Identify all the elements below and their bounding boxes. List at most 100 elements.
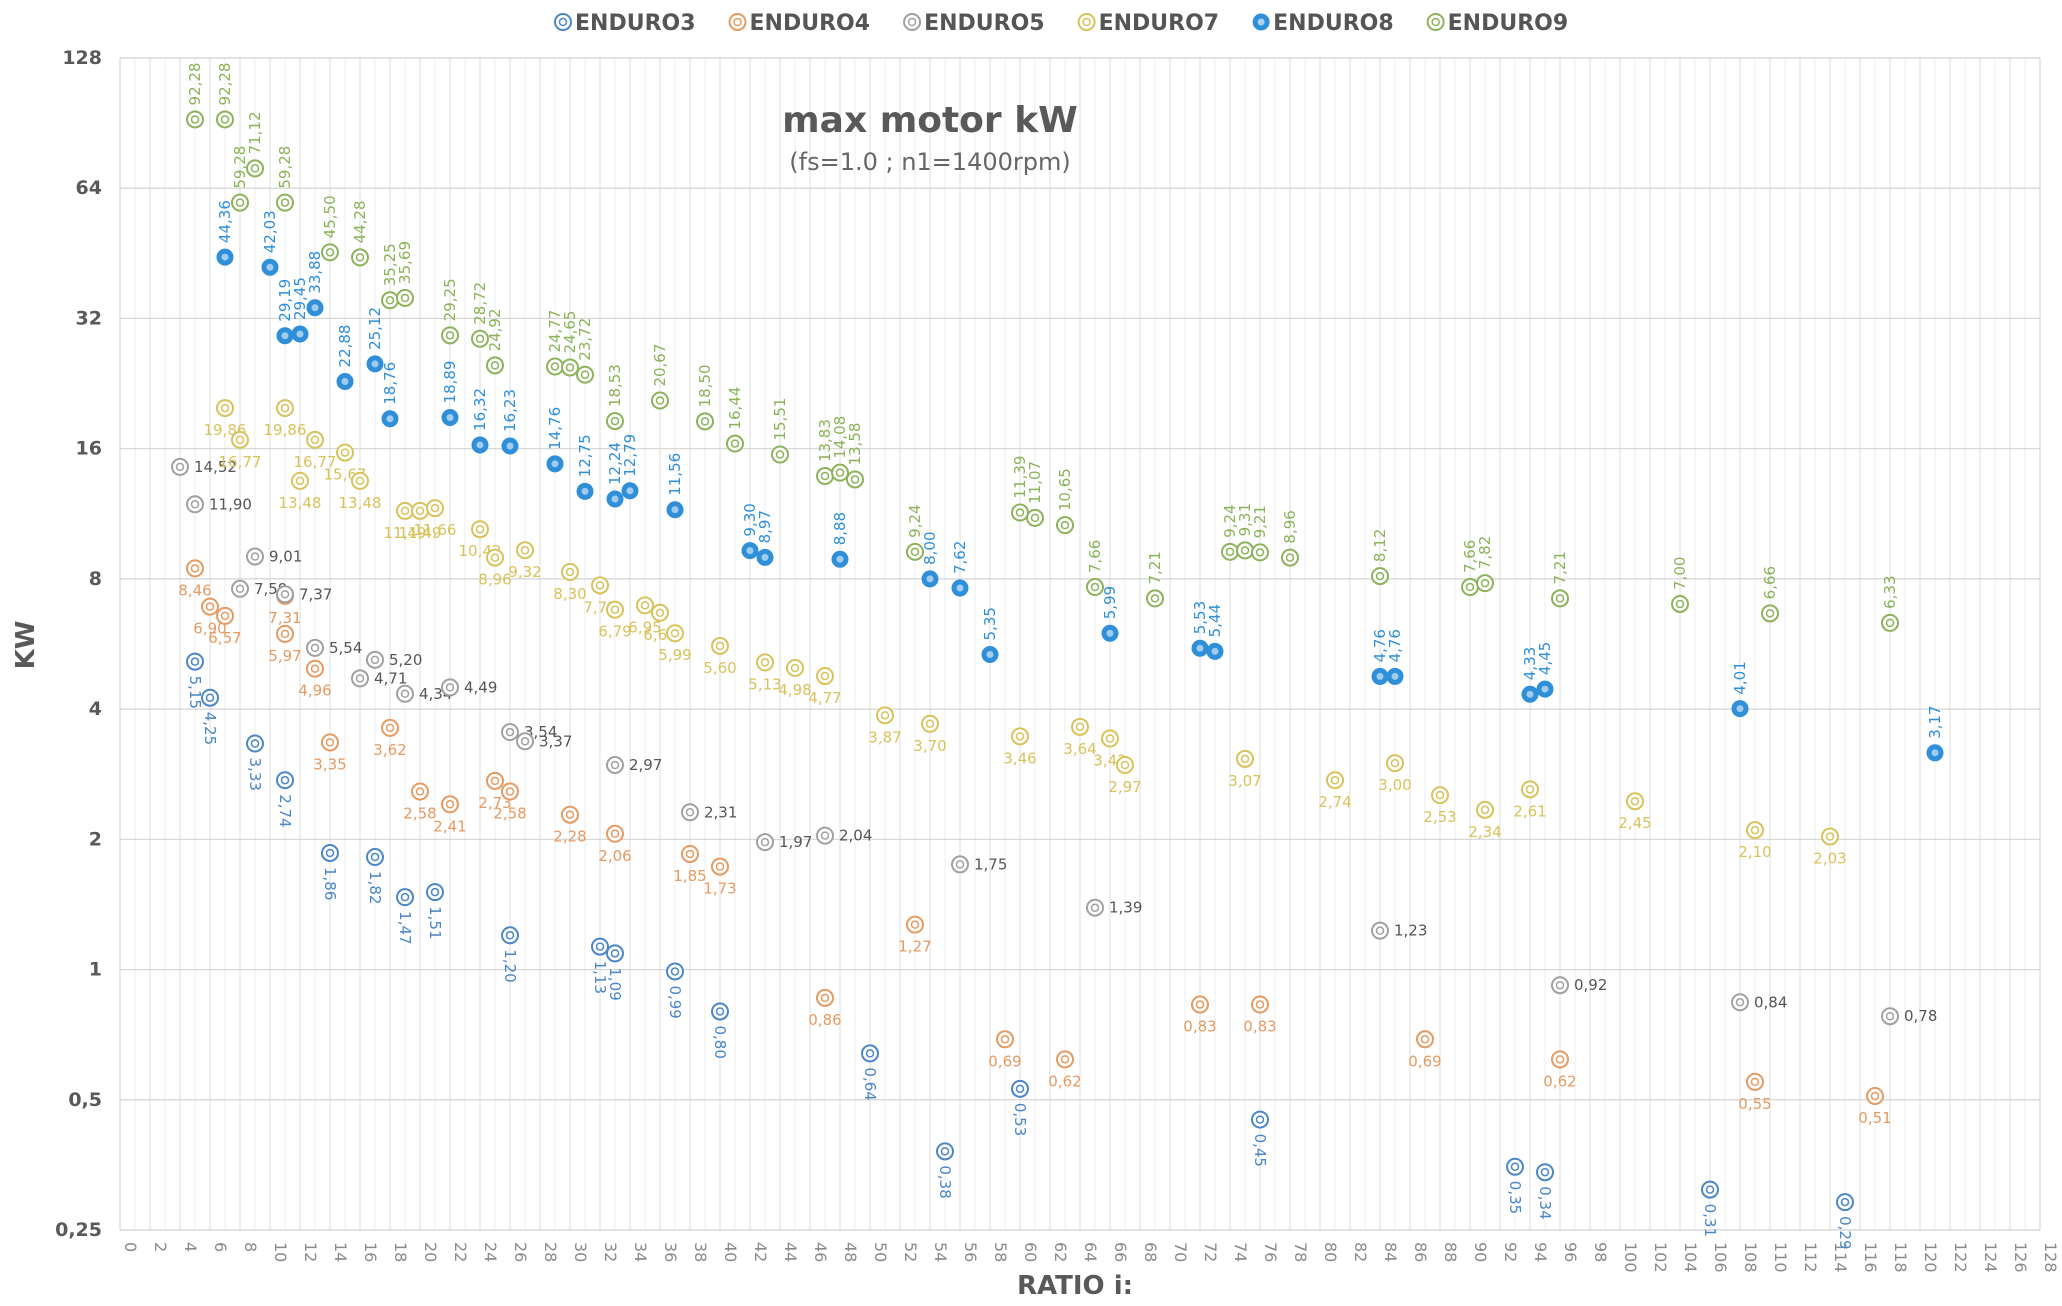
data-point: 45,50 — [321, 195, 339, 262]
y-tick-label: 16 — [76, 438, 102, 460]
x-tick-label: 100 — [1621, 1242, 1640, 1273]
data-label: 5,99 — [658, 646, 691, 664]
point-marker-center — [1255, 548, 1265, 557]
data-label: 9,21 — [1251, 505, 1269, 538]
data-point: 4,49 — [441, 678, 497, 697]
point-marker — [426, 883, 444, 902]
point-marker-center — [220, 611, 230, 621]
data-point: 1,86 — [321, 843, 339, 900]
data-label: 19,86 — [264, 421, 307, 439]
data-label: 0,31 — [1701, 1204, 1719, 1237]
data-point: 1,27 — [898, 915, 932, 956]
x-tick-label: 116 — [1861, 1242, 1880, 1273]
legend-item: ENDURO4 — [728, 11, 870, 36]
point-marker — [1191, 995, 1209, 1014]
point-marker — [1251, 1110, 1269, 1129]
data-point: 6,95 — [628, 596, 662, 636]
data-point: 7,00 — [1671, 557, 1689, 613]
data-label: 33,88 — [306, 251, 324, 294]
point-marker — [786, 658, 804, 677]
data-point: 3,70 — [913, 714, 947, 755]
data-point: 13,48 — [339, 471, 381, 512]
data-point: 1,82 — [366, 848, 384, 904]
data-point: 18,50 — [696, 364, 714, 431]
point-marker-center — [835, 468, 845, 477]
point-marker-center — [1090, 582, 1100, 592]
point-marker-center — [325, 848, 335, 858]
point-marker — [846, 470, 864, 489]
point-marker-center — [1390, 758, 1400, 768]
point-marker-center — [280, 775, 290, 785]
point-marker-center — [1750, 825, 1760, 835]
x-tick-label: 18 — [391, 1242, 410, 1262]
data-label: 59,28 — [276, 146, 294, 189]
data-point: 4,01 — [1731, 661, 1749, 718]
data-label: 1,86 — [321, 867, 339, 900]
data-label: 5,15 — [186, 676, 204, 709]
point-marker-center — [311, 304, 319, 312]
point-marker — [411, 782, 429, 801]
point-marker-center — [400, 293, 410, 303]
x-tick-label: 88 — [1441, 1242, 1460, 1262]
data-point: 20,67 — [651, 344, 669, 410]
point-marker — [501, 782, 519, 801]
data-label: 0,92 — [1574, 976, 1607, 994]
x-tick-label: 0 — [121, 1242, 140, 1252]
point-marker — [216, 606, 234, 625]
point-marker-center — [370, 852, 380, 862]
data-label: 5,20 — [389, 651, 422, 669]
legend: ENDURO3 ENDURO4 ENDURO5 ENDURO7 ENDURO8 ENDUR… — [554, 11, 1568, 36]
y-tick-label: 128 — [62, 47, 102, 69]
point-marker-center — [385, 296, 395, 305]
data-point: 2,45 — [1618, 792, 1652, 832]
data-point: 6,66 — [1761, 566, 1779, 623]
x-tick-label: 86 — [1411, 1242, 1430, 1262]
data-point: 1,47 — [396, 888, 414, 945]
point-marker-center — [505, 787, 515, 796]
data-label: 2,45 — [1618, 814, 1651, 832]
data-point: 9,24 — [906, 504, 924, 561]
point-marker-center — [266, 263, 274, 271]
data-label: 2,41 — [433, 817, 466, 835]
data-point: 0,83 — [1243, 995, 1277, 1036]
point-marker-center — [280, 403, 290, 413]
data-point: 3,46 — [1003, 727, 1037, 767]
legend-marker — [554, 13, 572, 31]
point-marker — [1086, 898, 1104, 917]
point-marker — [576, 365, 594, 384]
data-label: 15,51 — [771, 398, 789, 441]
data-point: 0,92 — [1551, 976, 1607, 995]
point-marker-center — [820, 831, 830, 840]
point-marker-center — [820, 993, 830, 1003]
point-marker — [1521, 780, 1539, 799]
point-marker — [486, 356, 504, 375]
x-axis-ticks: 0 2 4 6 8 10 12 14 16 18 20 22 24 26 28 30 32 34 36 38 40 42 4… — [121, 1242, 2060, 1273]
data-point: 16,32 — [471, 388, 489, 454]
point-marker-center — [926, 575, 934, 583]
data-point: 0,86 — [808, 988, 842, 1029]
point-marker — [186, 495, 204, 514]
point-marker — [696, 412, 714, 431]
point-marker-center — [476, 441, 484, 449]
data-label: 1,85 — [673, 867, 706, 885]
x-tick-label: 56 — [961, 1242, 980, 1262]
point-marker — [381, 291, 399, 310]
data-point: 8,96 — [478, 548, 512, 589]
data-point: 3,07 — [1228, 749, 1262, 790]
point-marker — [1836, 1193, 1854, 1212]
point-marker-center — [505, 931, 515, 940]
data-label: 10,65 — [1056, 468, 1074, 511]
point-marker — [816, 667, 834, 686]
point-marker-center — [325, 738, 335, 747]
x-tick-label: 62 — [1051, 1242, 1070, 1262]
point-marker — [411, 501, 429, 520]
point-marker-center — [865, 1049, 875, 1058]
point-marker — [1371, 921, 1389, 940]
data-point: 16,77 — [219, 430, 261, 471]
data-label: 3,37 — [539, 732, 572, 750]
point-marker — [246, 159, 264, 178]
data-point: 6,57 — [208, 606, 242, 647]
data-label: 5,35 — [981, 607, 999, 640]
point-marker — [816, 988, 834, 1007]
data-point: 15,51 — [771, 398, 789, 464]
